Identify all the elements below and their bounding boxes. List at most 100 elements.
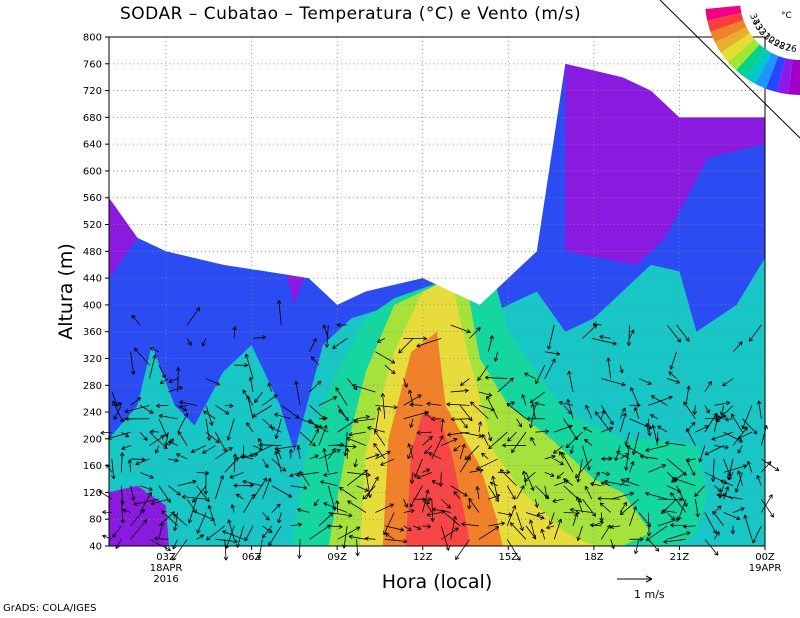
wind-arrow-409 (591, 337, 617, 346)
wind-arrow-238 (380, 393, 386, 419)
wind-arrow-240 (376, 338, 385, 343)
wind-arrow-374 (548, 512, 555, 525)
wind-arrow-212 (355, 539, 360, 557)
wind-arrow-216 (356, 414, 370, 420)
wind-arrow-257 (407, 389, 414, 406)
wind-arrow-526 (723, 464, 748, 473)
wind-arrow-109 (234, 452, 259, 460)
wind-arrow-366 (526, 416, 545, 422)
wind-arrow-309 (468, 497, 480, 513)
colorbar-segment-11 (705, 5, 742, 21)
wind-arrow-154 (274, 418, 282, 439)
wind-arrow-452 (620, 478, 640, 487)
wind-arrow-206 (343, 432, 348, 457)
wind-arrow-299 (455, 539, 470, 560)
wind-arrow-360 (524, 372, 536, 379)
wind-arrow-146 (252, 405, 273, 418)
wind-arrow-337 (484, 375, 508, 380)
wind-arrow-380 (552, 498, 564, 503)
wind-arrow-319 (481, 434, 489, 446)
wind-arrow-178 (313, 498, 320, 507)
wind-arrow-390 (569, 445, 575, 454)
wind-arrow-248 (403, 394, 422, 406)
wind-arrow-376 (554, 458, 564, 466)
wind-arrow-165 (299, 431, 316, 447)
wind-arrow-9 (112, 525, 122, 538)
wind-arrow-263 (422, 468, 431, 473)
ytick-label-19: 800 (83, 33, 102, 44)
wind-arrow-492 (671, 471, 687, 483)
wind-arrow-436 (619, 407, 626, 419)
wind-arrow-541 (715, 405, 734, 423)
wind-arrow-185 (328, 524, 343, 529)
wind-arrow-246 (403, 498, 408, 508)
wind-arrow-544 (716, 492, 743, 500)
wind-arrow-310 (475, 486, 480, 500)
wind-arrow-297 (459, 418, 468, 429)
plot-frame (108, 36, 766, 547)
wind-arrow-515 (713, 505, 722, 513)
wind-arrow-276 (426, 512, 442, 517)
wind-arrow-51 (150, 498, 169, 506)
wind-arrow-456 (638, 378, 652, 385)
wind-arrow-548 (730, 413, 743, 433)
wind-arrow-351 (521, 394, 527, 406)
wind-arrow-38 (124, 404, 150, 414)
wind-arrow-554 (752, 525, 762, 544)
colorbar-segment-5 (736, 44, 766, 78)
wind-arrow-116 (236, 493, 244, 500)
wind-arrow-395 (575, 496, 583, 513)
wind-arrow-98 (215, 431, 227, 453)
wind-arrow-44 (158, 485, 171, 503)
wind-arrow-540 (724, 417, 734, 422)
wind-arrow-557 (756, 474, 762, 486)
colorbar-diagonal (659, 0, 800, 139)
wind-arrow-29 (139, 471, 154, 479)
wind-arrow-509 (698, 445, 706, 463)
wind-arrow-108 (232, 453, 238, 473)
wind-arrow-394 (576, 525, 583, 541)
wind-arrow-373 (546, 525, 555, 530)
wind-arrow-121 (252, 477, 267, 500)
wind-arrow-427 (606, 357, 612, 379)
wind-arrow-80 (196, 485, 210, 502)
wind-arrow-172 (309, 428, 320, 446)
wind-arrow-335 (488, 431, 508, 450)
wind-arrow-412 (599, 512, 604, 522)
wind-arrow-493 (685, 458, 696, 476)
wind-arrow-143 (271, 485, 293, 498)
wind-arrow-171 (309, 454, 319, 460)
wind-arrow-292 (453, 491, 461, 500)
wind-arrow-228 (374, 406, 382, 433)
wind-arrow-551 (746, 460, 753, 473)
wind-arrow-18 (122, 508, 131, 513)
wind-arrow-11 (120, 485, 125, 505)
colorbar-label-1: 27 (778, 41, 792, 54)
wind-arrow-271 (424, 445, 433, 455)
wind-arrow-1 (102, 510, 112, 515)
wind-arrow-407 (582, 427, 593, 433)
wind-arrow-367 (534, 401, 545, 407)
wind-arrow-77 (196, 534, 205, 540)
wind-arrow-480 (667, 378, 680, 384)
wind-arrow-284 (426, 401, 442, 407)
wind-arrow-26 (130, 351, 136, 375)
wind-arrow-134 (262, 477, 272, 500)
wind-arrow-79 (187, 498, 197, 524)
wind-arrow-500 (685, 457, 696, 463)
wind-arrow-198 (337, 444, 357, 449)
xtick-label-6: 21Z (670, 552, 690, 563)
wind-arrow-533 (732, 507, 745, 513)
colorbar-segment-3 (755, 52, 779, 89)
wind-arrow-311 (464, 445, 480, 461)
wind-arrow-274 (441, 527, 459, 540)
wind-arrow-7 (111, 391, 119, 407)
chart-title: SODAR – Cubatao – Temperatura (°C) e Ven… (120, 4, 582, 24)
wind-arrow-435 (619, 412, 627, 433)
wind-arrow-470 (667, 531, 691, 540)
wind-arrow-538 (732, 426, 748, 446)
xtick-label-2: 09Z (327, 552, 347, 563)
wind-arrow-168 (309, 524, 331, 540)
wind-arrow-405 (575, 458, 593, 479)
wind-arrow-255 (407, 445, 414, 460)
